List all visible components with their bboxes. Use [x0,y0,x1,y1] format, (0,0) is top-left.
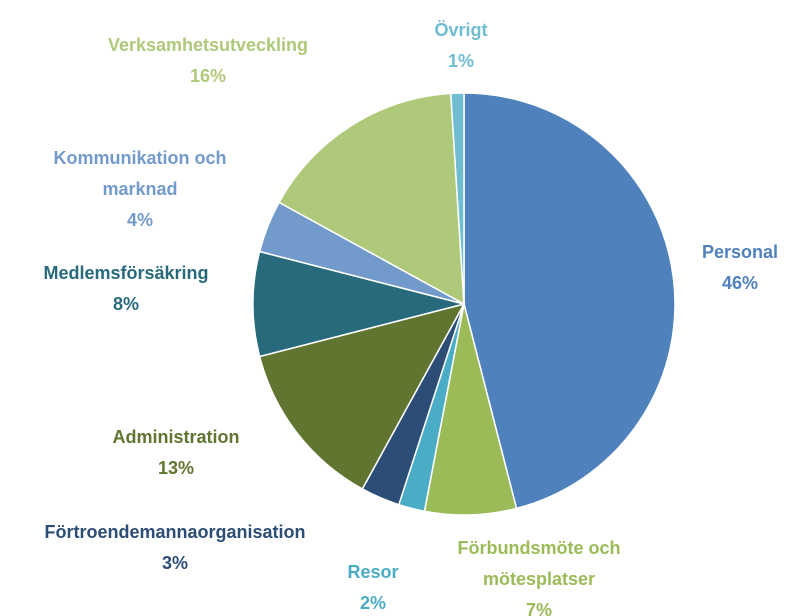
slice-label: Förtroendemannaorganisation 3% [0,517,355,579]
category-label: Övrigt [434,20,488,40]
category-label: Förtroendemannaorganisation [44,522,306,542]
value-label: 8% [112,294,139,314]
category-label: Administration [112,427,240,447]
slice-label: Resor 2% [323,557,423,616]
value-label: 46% [721,273,759,293]
value-label: 4% [126,210,153,230]
slice-label: Verksamhetsutveckling 16% [68,30,348,92]
pie-slice [463,92,676,510]
value-label: 13% [157,458,195,478]
category-label: Personal [701,242,779,262]
category-label: Förbundsmöte och mötesplatser [457,538,621,589]
slice-label: Övrigt 1% [411,15,511,77]
category-label: Medlemsförsäkring [43,263,209,283]
value-label: 7% [525,600,552,616]
category-label: Kommunikation och marknad [53,148,227,199]
pie-slice [278,92,465,306]
slice-label: Medlemsförsäkring 8% [11,258,241,320]
value-label: 3% [161,553,188,573]
pie-slice [258,302,466,490]
category-label: Verksamhetsutveckling [107,35,309,55]
value-label: 1% [447,51,474,71]
value-label: 16% [189,66,227,86]
pie-slice [449,92,465,305]
slice-label: Personal 46% [660,237,792,299]
pie-slice [252,250,465,358]
slice-label: Kommunikation och marknad 4% [20,143,260,236]
slice-label: Förbundsmöte och mötesplatser 7% [432,533,647,616]
slice-label: Administration 13% [76,422,276,484]
category-label: Resor [347,562,399,582]
value-label: 2% [359,593,386,613]
